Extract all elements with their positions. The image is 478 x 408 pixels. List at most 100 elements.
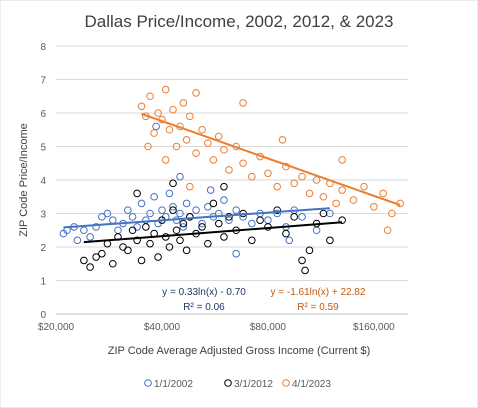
data-point-3/1/2012 xyxy=(165,243,174,251)
data-point-3/1/2012 xyxy=(154,253,162,261)
data-point-4/1/2023 xyxy=(332,199,340,208)
data-point-1/1/2002 xyxy=(179,223,188,231)
data-point-3/1/2012 xyxy=(133,189,141,198)
data-point-1/1/2002 xyxy=(248,219,256,228)
data-point-3/1/2012 xyxy=(204,239,212,248)
data-point-3/1/2012 xyxy=(186,213,194,221)
x-tick-labels: $20,000 $40,000 $80,000 $160,000 xyxy=(38,322,395,333)
data-point-4/1/2023 xyxy=(172,142,181,151)
x-tick-label: $40,000 xyxy=(144,322,181,333)
data-point-1/1/2002 xyxy=(146,209,154,218)
data-point-4/1/2023 xyxy=(165,125,174,134)
x-axis-label: ZIP Code Average Adjusted Gross Income (… xyxy=(108,345,371,357)
data-point-3/1/2012 xyxy=(142,223,150,231)
data-point-4/1/2023 xyxy=(319,192,328,201)
y-tick-label: 6 xyxy=(40,109,46,120)
data-point-3/1/2012 xyxy=(225,213,233,221)
y-tick-label: 1 xyxy=(40,277,46,288)
data-point-3/1/2012 xyxy=(326,236,334,245)
data-point-1/1/2002 xyxy=(73,236,82,245)
data-point-4/1/2023 xyxy=(179,99,188,107)
data-point-3/1/2012 xyxy=(133,236,141,245)
data-point-1/1/2002 xyxy=(204,203,212,211)
data-point-1/1/2002 xyxy=(206,186,215,194)
data-point-1/1/2002 xyxy=(232,249,240,258)
trendlines xyxy=(63,112,401,244)
data-point-4/1/2023 xyxy=(273,182,281,191)
data-point-3/1/2012 xyxy=(214,219,223,228)
legend-label-3/1/2012: 3/1/2012 xyxy=(234,379,273,390)
data-point-1/1/2002 xyxy=(192,206,200,214)
data-point-3/1/2012 xyxy=(298,256,306,265)
data-point-4/1/2023 xyxy=(248,172,256,181)
data-point-4/1/2023 xyxy=(239,159,247,168)
data-point-4/1/2023 xyxy=(169,105,177,114)
data-point-4/1/2023 xyxy=(379,189,387,198)
trendline-1/1/2002 xyxy=(63,207,330,229)
data-point-1/1/2002 xyxy=(128,213,137,221)
data-point-4/1/2023 xyxy=(186,112,194,121)
data-point-3/1/2012 xyxy=(124,246,132,255)
data-point-4/1/2023 xyxy=(150,129,158,137)
data-point-1/1/2002 xyxy=(103,209,112,218)
data-point-3/1/2012 xyxy=(301,266,309,275)
trendline-equation-2023: y = -1.61ln(x) + 22.82 xyxy=(270,287,365,298)
y-tick-label: 0 xyxy=(40,310,46,321)
data-point-3/1/2012 xyxy=(209,199,218,208)
data-point-1/1/2002 xyxy=(232,206,240,214)
y-tick-labels: 0 1 2 3 4 5 6 7 8 xyxy=(40,42,46,321)
data-point-3/1/2012 xyxy=(282,229,290,238)
data-point-3/1/2012 xyxy=(92,253,100,261)
data-point-3/1/2012 xyxy=(169,179,177,188)
trendline-equation-2002: y = 0.33ln(x) - 0.70 xyxy=(162,287,246,298)
data-point-4/1/2023 xyxy=(383,226,392,235)
data-point-3/1/2012 xyxy=(305,246,314,255)
y-tick-label: 5 xyxy=(40,143,46,154)
data-point-3/1/2012 xyxy=(128,226,137,235)
data-point-3/1/2012 xyxy=(182,246,191,255)
data-point-3/1/2012 xyxy=(176,236,184,245)
data-point-4/1/2023 xyxy=(209,156,218,164)
legend-label-4/1/2023: 4/1/2023 xyxy=(292,379,331,390)
data-point-4/1/2023 xyxy=(298,172,306,181)
data-point-3/1/2012 xyxy=(146,239,154,248)
data-point-4/1/2023 xyxy=(338,156,346,164)
data-point-4/1/2023 xyxy=(146,92,154,101)
data-point-3/1/2012 xyxy=(290,213,298,221)
data-point-3/1/2012 xyxy=(172,226,181,235)
data-point-3/1/2012 xyxy=(169,206,177,214)
data-point-4/1/2023 xyxy=(137,102,146,111)
data-point-1/1/2002 xyxy=(124,206,132,214)
data-point-3/1/2012 xyxy=(179,219,188,228)
y-tick-label: 7 xyxy=(40,76,46,87)
data-point-3/1/2012 xyxy=(98,249,106,258)
data-point-4/1/2023 xyxy=(192,149,200,157)
data-point-4/1/2023 xyxy=(312,176,321,184)
data-point-3/1/2012 xyxy=(198,223,206,231)
data-point-4/1/2023 xyxy=(192,89,200,97)
legend: 1/1/2002 3/1/2012 4/1/2023 xyxy=(144,379,331,390)
data-point-1/1/2002 xyxy=(169,203,177,211)
legend-label-1/1/2002: 1/1/2002 xyxy=(154,379,193,390)
data-point-3/1/2012 xyxy=(273,206,281,214)
chart-title: Dallas Price/Income, 2002, 2012, & 2023 xyxy=(84,12,393,31)
data-point-3/1/2012 xyxy=(220,182,228,191)
legend-marker-4/1/2023 xyxy=(282,379,290,387)
data-point-3/1/2012 xyxy=(109,259,117,268)
data-point-1/1/2002 xyxy=(137,199,146,208)
data-point-4/1/2023 xyxy=(370,203,378,211)
data-point-1/1/2002 xyxy=(150,192,158,201)
data-point-1/1/2002 xyxy=(176,172,184,181)
data-point-4/1/2023 xyxy=(204,139,212,147)
data-point-4/1/2023 xyxy=(161,156,170,164)
data-point-3/1/2012 xyxy=(256,216,264,224)
legend-marker-3/1/2012 xyxy=(224,379,232,387)
y-tick-label: 4 xyxy=(40,176,46,187)
data-point-4/1/2023 xyxy=(214,132,223,141)
data-point-4/1/2023 xyxy=(264,169,272,178)
data-point-3/1/2012 xyxy=(137,256,146,265)
data-point-1/1/2002 xyxy=(225,216,233,224)
data-point-1/1/2002 xyxy=(158,206,166,214)
y-tick-label: 3 xyxy=(40,210,46,221)
data-point-4/1/2023 xyxy=(144,142,152,151)
